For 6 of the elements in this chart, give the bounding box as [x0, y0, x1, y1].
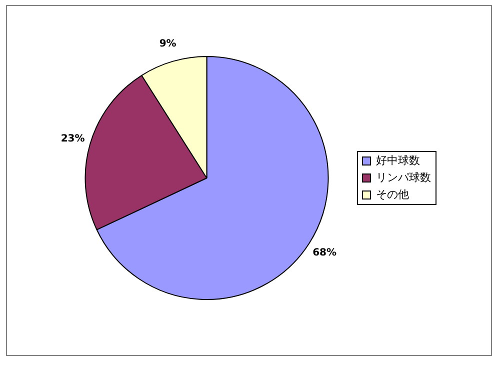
data-label: 23% [60, 134, 85, 145]
data-label: 9% [159, 38, 176, 50]
data-label: 68% [312, 247, 337, 258]
legend-label: その他 [376, 188, 409, 201]
legend-label: 好中球数 [376, 154, 420, 167]
legend-label: リンパ球数 [376, 170, 431, 184]
